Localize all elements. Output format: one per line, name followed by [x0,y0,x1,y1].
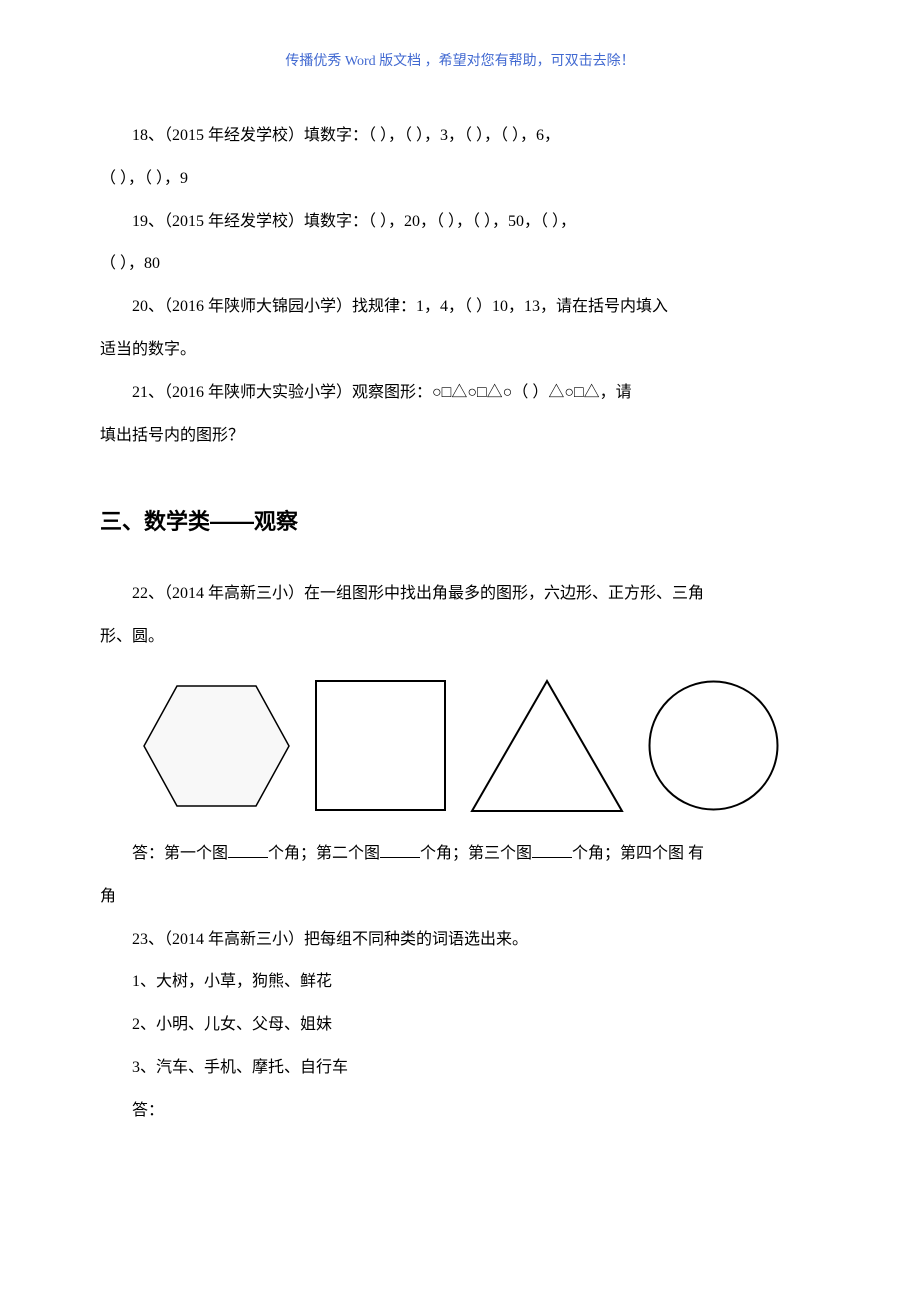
question-22-answer: 答：第一个图 个角；第二个图 个角；第三个图 个角；第四个图 有 [100,836,820,873]
question-18-cont: （ ），（ ），9 [100,161,820,198]
question-20-cont: 适当的数字。 [100,332,820,369]
question-23-answer: 答： [100,1093,820,1130]
question-22-cont: 形、圆。 [100,619,820,656]
square-shape [313,678,448,813]
answer-mid2: 个角；第三个图 [420,845,532,862]
question-20: 20、（2016 年陕师大锦园小学）找规律：1，4，（ ）10，13，请在括号内… [100,289,820,326]
question-23-item3: 3、汽车、手机、摩托、自行车 [100,1050,820,1087]
shapes-row [100,676,820,816]
question-19-cont: （ ），80 [100,246,820,283]
answer-pre: 答：第一个图 [132,845,228,862]
question-19: 19、（2015 年经发学校）填数字：（ ），20，（ ），（ ），50，（ ）… [100,204,820,241]
answer-mid1: 个角；第二个图 [268,845,380,862]
question-21: 21、（2016 年陕师大实验小学）观察图形：○□△○□△○（ ）△○□△，请 [100,375,820,412]
circle-shape [646,678,781,813]
question-23: 23、（2014 年高新三小）把每组不同种类的词语选出来。 [100,922,820,959]
blank-2 [380,842,420,858]
blank-1 [228,842,268,858]
question-21-cont: 填出括号内的图形？ [100,418,820,455]
question-23-item1: 1、大树，小草，狗熊、鲜花 [100,964,820,1001]
question-22-answer-cont: 角 [100,879,820,916]
question-23-item2: 2、小明、儿女、父母、姐妹 [100,1007,820,1044]
question-18: 18、（2015 年经发学校）填数字：（ ），（ ），3，（ ），（ ），6， [100,118,820,155]
section-3-title: 三、数学类——观察 [100,504,820,536]
header-note: 传播优秀 Word 版文档 ，希望对您有帮助，可双击去除！ [100,50,820,70]
hexagon-shape [139,676,294,816]
answer-mid3: 个角；第四个图 有 [572,845,704,862]
question-22: 22、（2014 年高新三小）在一组图形中找出角最多的图形，六边形、正方形、三角 [100,576,820,613]
blank-3 [532,842,572,858]
triangle-shape [467,676,627,816]
